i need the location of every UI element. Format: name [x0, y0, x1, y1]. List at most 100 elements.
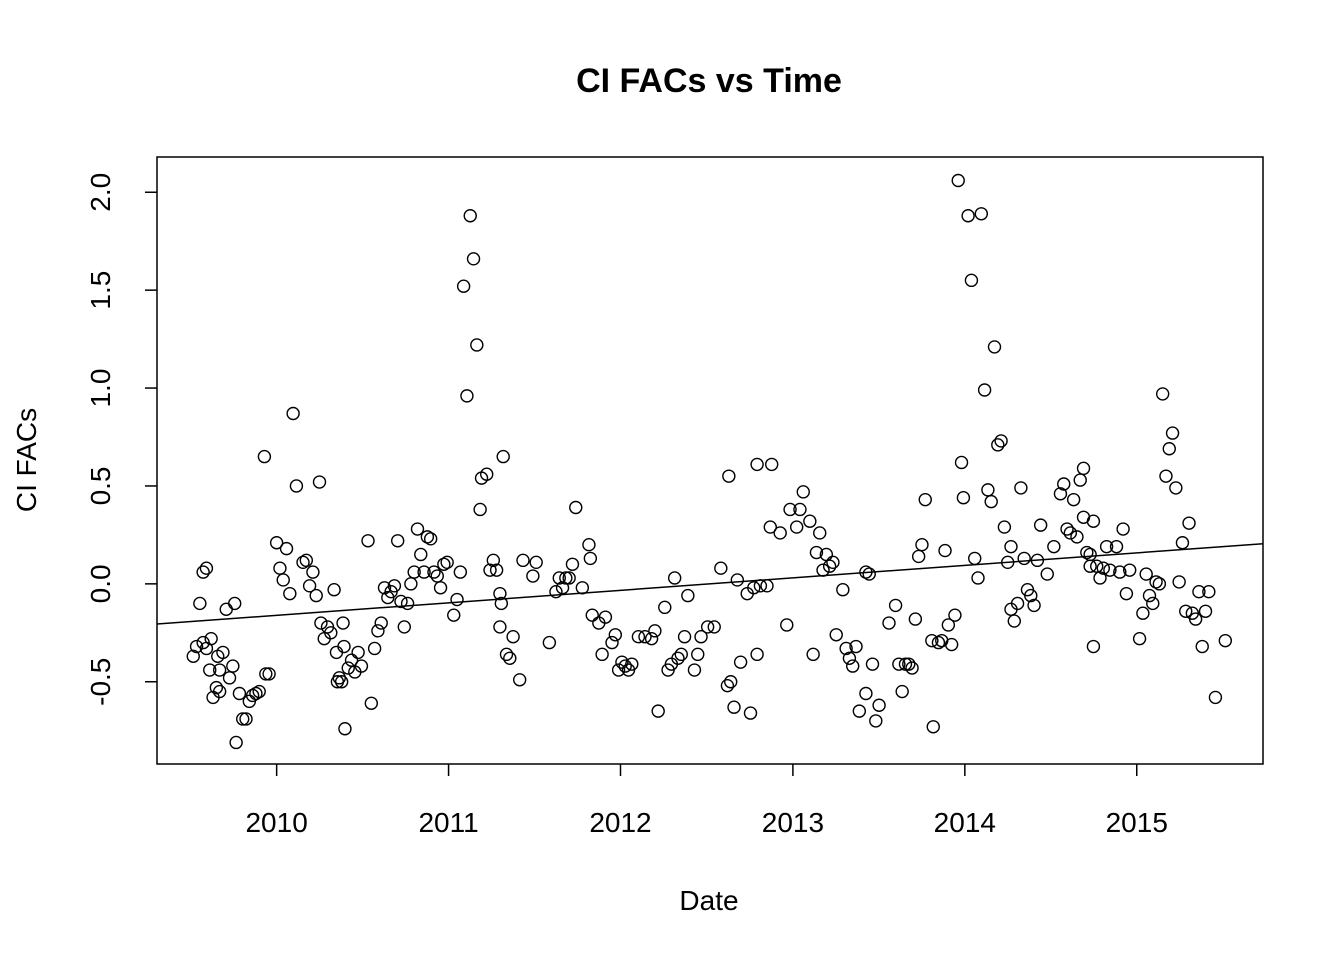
data-point	[473, 502, 487, 517]
data-point	[915, 537, 929, 552]
data-point	[1109, 539, 1124, 554]
data-point	[1119, 586, 1134, 601]
data-point	[1162, 442, 1176, 456]
data-point	[361, 534, 375, 548]
data-point	[750, 647, 764, 662]
x-tick-label: 2012	[589, 807, 651, 838]
data-point	[707, 620, 721, 634]
data-point	[809, 545, 824, 560]
data-point	[404, 577, 418, 591]
data-point	[783, 502, 797, 517]
data-point	[948, 608, 962, 622]
y-tick-label: -0.5	[85, 658, 116, 706]
data-point	[1053, 487, 1068, 501]
data-point	[239, 712, 253, 726]
data-point	[974, 207, 989, 221]
data-point	[638, 630, 652, 644]
data-point	[611, 663, 626, 677]
data-point	[565, 557, 580, 571]
data-point	[1080, 545, 1094, 560]
data-point	[493, 586, 507, 601]
data-point	[1139, 567, 1153, 581]
data-point	[1165, 426, 1180, 440]
data-point	[1152, 577, 1167, 591]
data-point	[463, 209, 477, 223]
data-point	[816, 563, 830, 577]
data-point	[803, 514, 817, 528]
data-point	[306, 565, 320, 579]
data-point	[1218, 633, 1233, 648]
x-tick-label: 2011	[418, 807, 478, 838]
data-point	[865, 657, 880, 671]
data-point	[276, 573, 290, 587]
data-point	[302, 579, 317, 593]
data-point	[882, 616, 896, 630]
data-point	[309, 588, 323, 603]
data-point	[456, 279, 471, 293]
data-point	[1014, 481, 1028, 495]
data-point	[796, 485, 810, 499]
data-point	[671, 651, 685, 665]
data-point	[1073, 473, 1087, 487]
data-point	[829, 628, 843, 642]
data-point	[747, 581, 761, 595]
data-point	[700, 620, 715, 634]
data-point	[872, 698, 886, 712]
data-point	[902, 657, 916, 671]
data-point	[1149, 575, 1163, 589]
data-point	[503, 651, 517, 665]
data-point	[269, 536, 284, 550]
data-point	[1169, 481, 1183, 495]
data-point	[583, 551, 598, 566]
data-point	[575, 581, 590, 595]
data-point	[1099, 539, 1114, 554]
data-point	[559, 571, 573, 585]
data-point	[236, 712, 250, 726]
data-point	[486, 553, 501, 568]
data-point	[1057, 477, 1071, 491]
data-point	[727, 700, 741, 714]
x-tick-label: 2014	[934, 807, 996, 838]
data-points	[186, 173, 1233, 750]
data-point	[193, 596, 207, 611]
data-point	[312, 475, 327, 489]
data-point	[888, 598, 903, 613]
data-point	[722, 469, 736, 483]
data-point	[714, 561, 728, 575]
data-point	[189, 639, 204, 654]
data-point	[994, 434, 1008, 448]
data-point	[677, 630, 692, 644]
data-point	[849, 639, 863, 654]
data-point	[506, 630, 520, 644]
data-point	[724, 675, 738, 689]
data-point	[1113, 565, 1127, 579]
data-point	[377, 581, 392, 595]
data-point	[892, 657, 906, 671]
x-tick-label: 2015	[1106, 807, 1168, 838]
data-point	[908, 612, 923, 626]
data-point	[1198, 604, 1213, 618]
data-point	[743, 706, 758, 720]
data-point	[569, 500, 583, 515]
data-point	[1063, 526, 1078, 540]
data-point	[1192, 584, 1206, 599]
data-point	[450, 592, 464, 607]
data-point	[549, 584, 563, 599]
data-point	[813, 526, 827, 540]
data-point	[925, 633, 939, 648]
data-point	[338, 722, 352, 736]
chart-title: CI FACs vs Time	[576, 62, 842, 100]
data-point	[987, 340, 1002, 354]
data-point	[1132, 631, 1147, 646]
data-point	[496, 449, 510, 464]
data-point	[1103, 563, 1117, 577]
data-point	[905, 661, 919, 675]
data-point	[615, 655, 629, 669]
data-point	[387, 579, 402, 593]
data-point	[595, 647, 609, 662]
data-point	[1175, 536, 1190, 550]
data-point	[286, 406, 300, 421]
data-point	[895, 684, 909, 699]
data-point	[846, 659, 860, 673]
data-point	[296, 555, 310, 570]
